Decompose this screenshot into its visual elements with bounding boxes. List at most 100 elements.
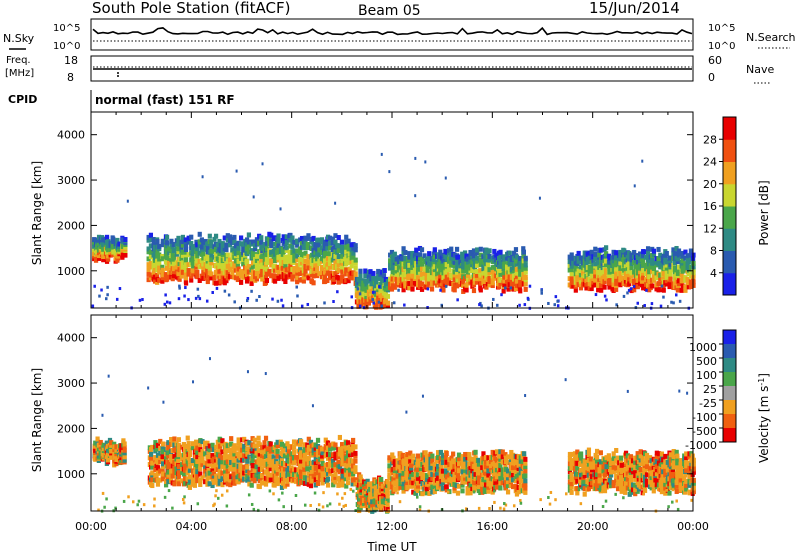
echo-cell bbox=[403, 283, 408, 289]
nave-label: Nave bbox=[746, 63, 774, 76]
echo-cell bbox=[180, 478, 185, 484]
echo-cell bbox=[678, 458, 683, 464]
echo-cell bbox=[148, 249, 154, 255]
echo-cell bbox=[340, 460, 345, 466]
echo-cell bbox=[378, 275, 383, 281]
echo-cell bbox=[347, 448, 353, 454]
echo-cell bbox=[257, 466, 262, 472]
echo-cell bbox=[286, 471, 292, 477]
echo-cell bbox=[556, 304, 560, 308]
echo-cell bbox=[347, 266, 352, 272]
echo-cell bbox=[443, 454, 449, 460]
echo-cell bbox=[313, 482, 318, 488]
echo-cell bbox=[212, 236, 217, 242]
echo-cell bbox=[614, 269, 619, 275]
echo-cell bbox=[94, 255, 99, 261]
echo-cell bbox=[106, 243, 111, 249]
echo-cell bbox=[172, 436, 177, 442]
echo-cell bbox=[225, 252, 230, 258]
echo-cell bbox=[423, 450, 428, 456]
echo-cell bbox=[255, 298, 258, 302]
echo-cell bbox=[290, 276, 295, 282]
echo-cell bbox=[609, 457, 614, 463]
echo-cell bbox=[633, 465, 638, 471]
echo-cell bbox=[276, 257, 281, 263]
echo-cell bbox=[410, 281, 415, 287]
echo-cell bbox=[313, 456, 318, 462]
echo-cell bbox=[415, 462, 421, 468]
echo-cell bbox=[614, 286, 619, 292]
echo-cell bbox=[184, 286, 187, 290]
echo-cell bbox=[351, 437, 356, 443]
echo-cell bbox=[480, 304, 483, 308]
echo-cell bbox=[380, 496, 386, 502]
echo-cell bbox=[513, 483, 518, 489]
echo-cell bbox=[392, 481, 397, 487]
echo-cell bbox=[306, 471, 311, 477]
echo-cell bbox=[344, 239, 349, 245]
echo-cell bbox=[510, 456, 516, 462]
echo-cell bbox=[635, 277, 640, 283]
echo-cell bbox=[691, 273, 696, 279]
echo-cell bbox=[275, 470, 280, 476]
echo-cell bbox=[286, 458, 292, 464]
echo-cell bbox=[291, 449, 297, 455]
echo-cell bbox=[455, 273, 460, 279]
echo-cell bbox=[331, 445, 336, 451]
echo-cell bbox=[319, 258, 325, 264]
echo-cell bbox=[680, 274, 685, 280]
echo-cell bbox=[432, 471, 437, 477]
echo-cell bbox=[444, 280, 449, 286]
echo-cell bbox=[166, 453, 171, 459]
echo-cell bbox=[418, 466, 424, 472]
echo-cell bbox=[668, 267, 673, 273]
echo-cell bbox=[220, 441, 225, 447]
echo-cell bbox=[586, 452, 592, 458]
echo-cell bbox=[416, 275, 421, 281]
echo-cell bbox=[632, 284, 636, 288]
echo-cell bbox=[398, 460, 403, 466]
echo-cell bbox=[220, 449, 225, 455]
echo-cell bbox=[146, 249, 151, 255]
echo-cell bbox=[688, 284, 694, 290]
echo-cell bbox=[470, 259, 475, 265]
echo-cell bbox=[351, 447, 356, 453]
echo-cell bbox=[405, 461, 410, 467]
echo-cell bbox=[494, 449, 500, 455]
echo-cell bbox=[227, 242, 233, 248]
echo-cell bbox=[463, 464, 468, 470]
echo-cell bbox=[678, 487, 683, 493]
echo-cell bbox=[101, 442, 106, 448]
echo-cell bbox=[333, 462, 338, 468]
echo-cell bbox=[456, 483, 462, 489]
echo-cell bbox=[615, 455, 621, 461]
echo-cell bbox=[398, 471, 403, 477]
echo-cell bbox=[303, 240, 308, 246]
echo-cell bbox=[291, 455, 297, 461]
echo-cell bbox=[486, 460, 491, 466]
colorbar-segment bbox=[723, 117, 736, 140]
echo-cell bbox=[556, 299, 559, 303]
echo-cell bbox=[340, 468, 345, 474]
echo-cell bbox=[505, 489, 511, 495]
echo-cell bbox=[463, 479, 468, 485]
echo-cell bbox=[363, 273, 368, 279]
echo-cell bbox=[503, 472, 508, 478]
echo-cell bbox=[651, 274, 657, 280]
echo-cell bbox=[360, 301, 365, 307]
echo-cell bbox=[245, 451, 250, 457]
echo-cell bbox=[688, 252, 694, 258]
echo-cell bbox=[256, 435, 261, 441]
echo-cell bbox=[344, 261, 349, 267]
echo-cell bbox=[165, 476, 170, 482]
echo-cell bbox=[675, 270, 681, 276]
echo-cell bbox=[498, 263, 503, 269]
echo-cell bbox=[183, 249, 188, 255]
echo-cell bbox=[659, 304, 663, 308]
echo-cell bbox=[351, 275, 356, 281]
echo-cell bbox=[683, 263, 688, 269]
echo-cell bbox=[272, 235, 278, 241]
echo-cell bbox=[668, 280, 673, 286]
echo-cell bbox=[276, 246, 281, 252]
